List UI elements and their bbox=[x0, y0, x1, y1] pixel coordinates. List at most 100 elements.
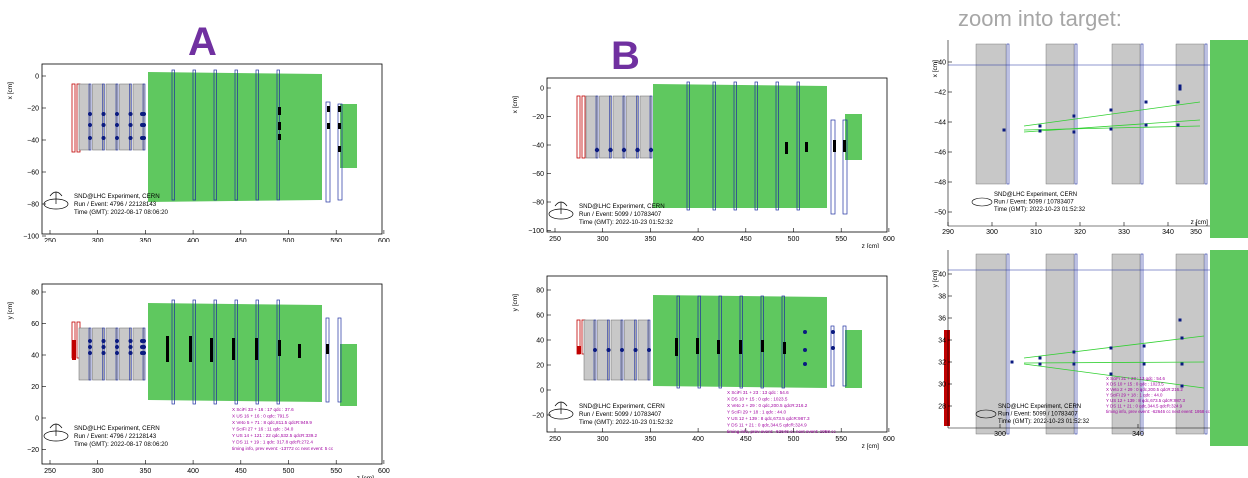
plot-frame bbox=[546, 275, 888, 433]
hit bbox=[1144, 100, 1148, 104]
plot-frame bbox=[546, 77, 888, 233]
muon-filter-end bbox=[845, 330, 862, 388]
plot-frame bbox=[41, 63, 383, 235]
scifi-plane bbox=[142, 83, 146, 151]
y-axis-label: y [cm] bbox=[932, 270, 939, 288]
upstream-plane bbox=[686, 81, 690, 211]
hit bbox=[101, 351, 106, 355]
stat-line: Y SciFi 29 + 18 : 1 qdc : 44.0 bbox=[1106, 393, 1163, 398]
snd-logo-icon bbox=[554, 201, 568, 214]
x-tick-label: 400 bbox=[187, 468, 199, 475]
upstream-plane bbox=[796, 81, 800, 211]
hit bbox=[140, 345, 144, 349]
y-tick-label: 40 bbox=[536, 338, 544, 345]
hit-bar bbox=[675, 338, 678, 356]
hit bbox=[1072, 130, 1076, 134]
target-wall bbox=[585, 95, 598, 159]
upstream-plane bbox=[775, 81, 779, 211]
x-tick-label: 320 bbox=[1074, 229, 1086, 236]
veto-plane bbox=[581, 95, 586, 159]
hit bbox=[1180, 336, 1184, 340]
hit bbox=[608, 147, 613, 153]
target-wall bbox=[1111, 43, 1141, 185]
downstream-plane bbox=[842, 119, 848, 215]
hit bbox=[647, 348, 651, 352]
event-info-line: Time (GMT): 2022-08-17 08:06:20 bbox=[74, 209, 169, 216]
event-info-line: Time (GMT): 2022-10-23 01:52:32 bbox=[994, 207, 1086, 213]
y-tick-label: 38 bbox=[938, 294, 946, 301]
y-axis-label: y [cm] bbox=[512, 294, 519, 312]
x-tick-label: 600 bbox=[883, 436, 895, 443]
target-wall bbox=[78, 83, 91, 151]
hit bbox=[803, 362, 807, 366]
hit bbox=[831, 346, 835, 350]
y-tick-label: 60 bbox=[536, 313, 544, 320]
veto-hit bbox=[944, 330, 950, 426]
stat-line: X SciFi 33 + 16 : 17 qdc : 37.6 bbox=[232, 407, 294, 412]
plot-frame bbox=[41, 283, 383, 465]
downstream-plane bbox=[337, 317, 342, 403]
scifi-plane bbox=[1204, 253, 1208, 435]
hit bbox=[1002, 128, 1006, 132]
hit-bar bbox=[189, 336, 192, 362]
hit bbox=[1109, 127, 1113, 131]
x-tick-label: 550 bbox=[330, 468, 342, 475]
scifi-plane bbox=[129, 83, 132, 151]
label-b: B bbox=[611, 34, 640, 78]
x-axis-label: z [cm] bbox=[862, 243, 880, 248]
stat-line: timing info, prev event: -62646 cc next … bbox=[727, 429, 836, 434]
scifi-plane bbox=[1204, 43, 1208, 185]
zoom-display-bottom: 40 38 36 34 32 30 28 y [cm] 300 340 SND@LHC Experi… bbox=[928, 250, 1248, 450]
upstream-plane bbox=[171, 69, 175, 201]
hit bbox=[115, 112, 119, 116]
stat-line: X US 16 + 16 : 0 qdc: 791.5 bbox=[232, 414, 289, 419]
hit-bar bbox=[338, 106, 341, 112]
hit bbox=[620, 348, 624, 352]
hit-bar bbox=[298, 344, 301, 358]
hit bbox=[101, 345, 106, 349]
hit bbox=[831, 330, 835, 334]
stat-line: X SciFi 31 + 23 : 13 qdc : 54.6 bbox=[1106, 376, 1166, 381]
hit bbox=[1142, 362, 1146, 366]
upstream-plane bbox=[192, 299, 196, 405]
x-tick-label: 250 bbox=[44, 468, 56, 475]
muon-filter bbox=[1210, 40, 1248, 238]
event-info-line: SND@LHC Experiment, CERN bbox=[74, 193, 160, 200]
x-axis-label: z [cm] bbox=[1191, 219, 1209, 226]
hit bbox=[88, 136, 92, 140]
y-tick-label: 32 bbox=[938, 360, 946, 367]
hit bbox=[1072, 362, 1076, 366]
x-tick-label: 450 bbox=[235, 238, 247, 242]
y-tick-label: 34 bbox=[938, 338, 946, 345]
stat-line: X Veto 2 + 29 : 0 qdc,200.5 qdcR:216.2 bbox=[1106, 387, 1183, 392]
event-info-line: Time (GMT): 2022-10-23 01:52:32 bbox=[579, 219, 674, 226]
x-tick-label: 600 bbox=[378, 468, 390, 475]
x-tick-label: 300 bbox=[92, 468, 104, 475]
hit bbox=[648, 147, 654, 153]
y-tick-label: 28 bbox=[938, 404, 946, 411]
muon-filter bbox=[1210, 250, 1248, 446]
hit bbox=[88, 345, 92, 349]
hit bbox=[1038, 129, 1042, 133]
event-info-line: Run / Event: 4796 / 22128143 bbox=[74, 201, 157, 208]
event-info-line: Run / Event: 5099 / 10783407 bbox=[579, 211, 662, 218]
hit-bar bbox=[327, 106, 330, 112]
x-tick-label: 350 bbox=[645, 436, 657, 443]
y-tick-label: 30 bbox=[938, 382, 946, 389]
y-tick-label: 0 bbox=[35, 416, 39, 423]
stat-line: X Veto 2 + 29 : 0 qdc,200.5 qdcR:216.2 bbox=[727, 403, 808, 408]
stat-line: timing info, prev event: -13772 cc next … bbox=[232, 446, 334, 451]
y-axis-label: y [cm] bbox=[7, 302, 14, 320]
x-tick-label: 300 bbox=[994, 431, 1006, 438]
upstream-plane bbox=[712, 81, 716, 211]
hit bbox=[1176, 100, 1180, 104]
scifi-plane bbox=[622, 95, 626, 159]
stat-line: Y US 12 + 139 : 8 qdc,673.5 qdcR:987.3 bbox=[1106, 398, 1185, 403]
stat-line: Y DS 11 + 21 : 0 qdc,344.5 qdcR:324.9 bbox=[1106, 404, 1183, 409]
scifi-plane bbox=[1074, 253, 1078, 435]
stat-line: Y DS 11 + 19 : 1 qdc: 317.8 qdcR:272.4 bbox=[232, 440, 313, 445]
hit bbox=[593, 348, 597, 352]
y-tick-label: −60 bbox=[532, 171, 544, 178]
